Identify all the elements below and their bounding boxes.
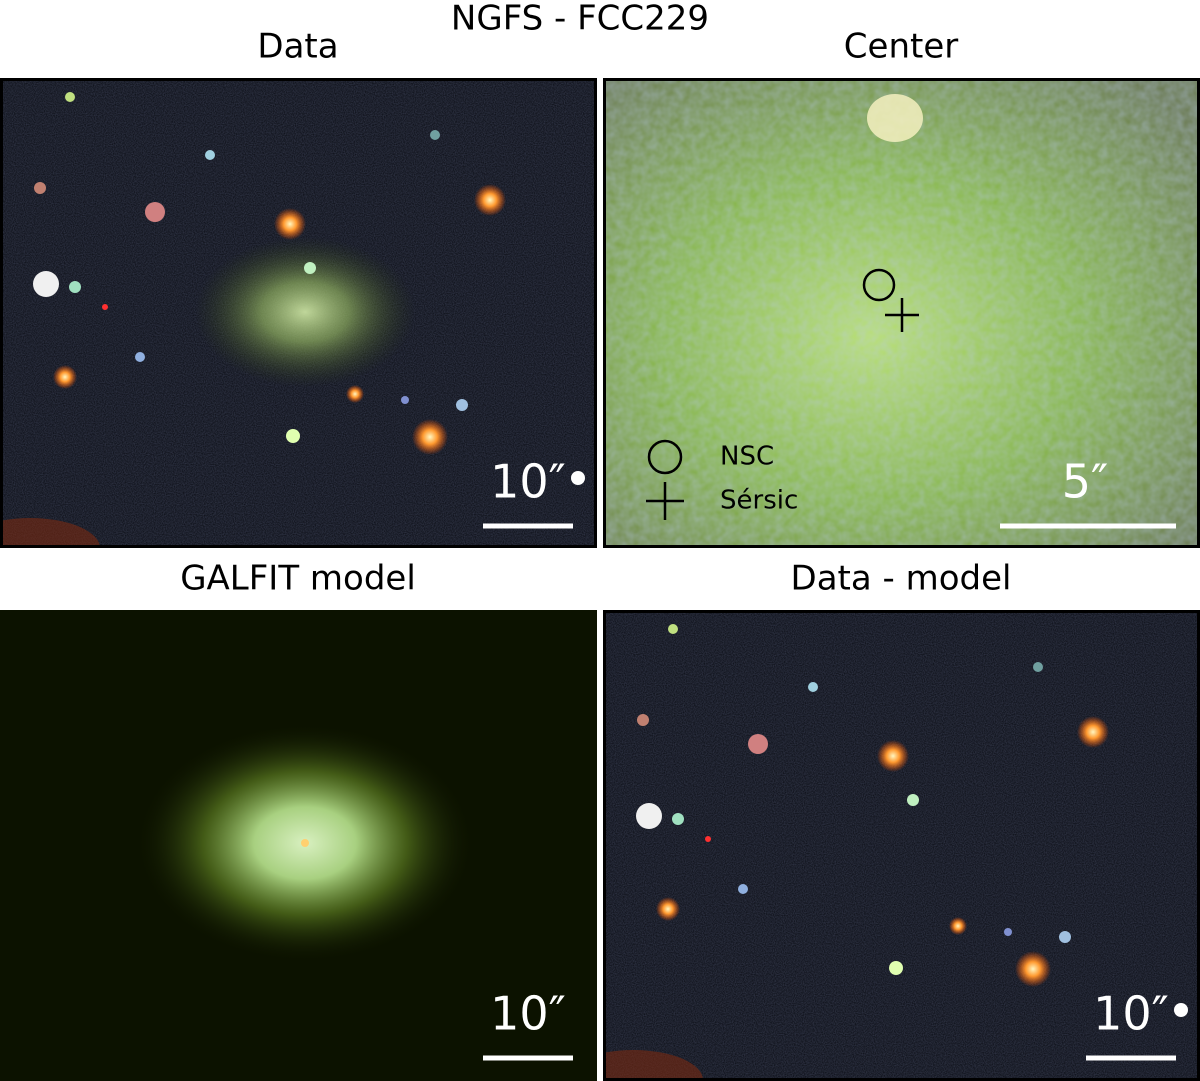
star — [672, 813, 684, 825]
sersic-marker — [885, 298, 919, 332]
star — [65, 92, 75, 102]
star — [474, 184, 506, 216]
nsc-marker — [862, 268, 896, 302]
star — [637, 714, 649, 726]
star — [808, 682, 818, 692]
star — [656, 897, 680, 921]
star — [877, 740, 909, 772]
scale-label: 5″ — [1062, 455, 1108, 509]
panel-frame — [0, 78, 597, 548]
data-image — [0, 78, 597, 548]
star — [401, 396, 409, 404]
star — [430, 130, 440, 140]
star — [1015, 951, 1051, 987]
residual-image — [603, 610, 1200, 1081]
star — [274, 208, 306, 240]
star — [1033, 662, 1043, 672]
legend-label: Sérsic — [720, 486, 798, 516]
star — [571, 471, 585, 485]
panel-frame — [603, 610, 1200, 1081]
legend-marker — [647, 439, 683, 475]
star — [205, 150, 215, 160]
panel-frame — [603, 78, 1200, 548]
star — [456, 399, 468, 411]
star — [748, 734, 768, 754]
star — [1004, 928, 1012, 936]
star — [949, 917, 967, 935]
panel-title: Center — [844, 27, 958, 67]
scale-label: 10″ — [1093, 987, 1169, 1041]
panel-title: Data - model — [791, 559, 1012, 599]
star — [636, 803, 662, 829]
star — [889, 961, 903, 975]
star — [907, 794, 919, 806]
star — [1174, 1003, 1188, 1017]
model-image — [0, 610, 597, 1081]
star — [412, 419, 448, 455]
glow — [603, 1050, 703, 1081]
star — [102, 304, 108, 310]
star — [668, 624, 678, 634]
star — [69, 281, 81, 293]
star — [33, 271, 59, 297]
star — [304, 262, 316, 274]
star — [1059, 931, 1071, 943]
star — [286, 429, 300, 443]
star — [135, 352, 145, 362]
star — [705, 836, 711, 842]
scale-label: 10″ — [490, 987, 566, 1041]
star — [738, 884, 748, 894]
scale-label: 10″ — [490, 455, 566, 509]
glow — [0, 518, 100, 548]
panel-title: GALFIT model — [180, 559, 416, 599]
star — [145, 202, 165, 222]
legend-label: NSC — [720, 442, 774, 472]
star — [53, 365, 77, 389]
legend-marker — [646, 482, 684, 520]
panel-title: Data — [257, 27, 338, 67]
star — [346, 385, 364, 403]
star — [1077, 716, 1109, 748]
figure-title: NGFS - FCC229 — [451, 0, 709, 39]
star — [34, 182, 46, 194]
